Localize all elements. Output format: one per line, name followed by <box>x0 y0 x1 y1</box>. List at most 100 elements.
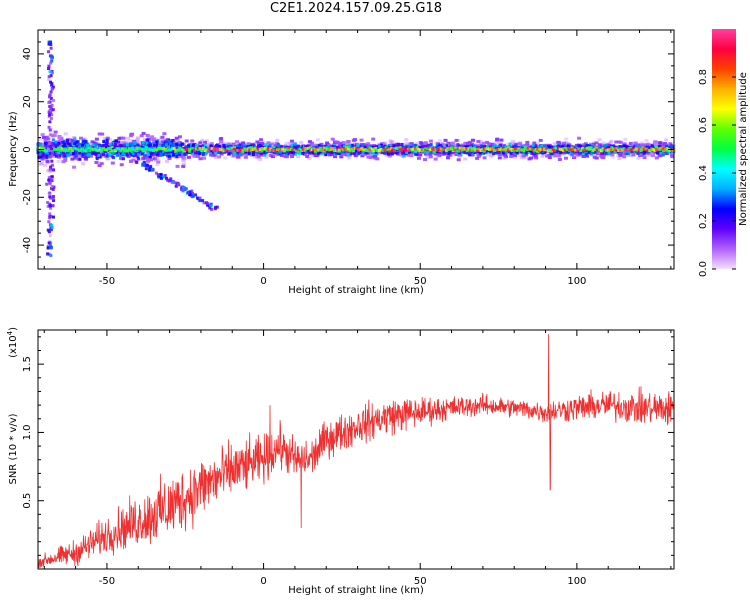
heatmap-cell <box>165 140 169 144</box>
heatmap-cell <box>416 143 421 147</box>
heatmap-cell <box>443 138 448 142</box>
heatmap-cell <box>137 157 141 161</box>
heatmap-cell <box>66 153 70 157</box>
heatmap-cell <box>273 142 278 146</box>
heatmap-cell <box>510 142 515 146</box>
heatmap-cell <box>175 142 179 146</box>
heatmap-cell <box>243 143 247 147</box>
heatmap-cell <box>251 143 255 147</box>
heatmap-cell <box>168 142 172 146</box>
heatmap-cell <box>438 143 442 147</box>
heatmap-cell <box>592 145 596 149</box>
heatmap-cell <box>333 155 338 159</box>
heatmap-cell <box>360 154 365 158</box>
heatmap-cell <box>534 144 538 148</box>
heatmap-cell <box>51 138 55 142</box>
heatmap-cell <box>435 155 440 159</box>
heatmap-cell <box>74 151 78 155</box>
heatmap-cell <box>454 138 459 142</box>
heatmap-cell <box>606 150 610 154</box>
heatmap-cell <box>81 154 85 158</box>
heatmap-cell <box>232 146 236 150</box>
heatmap-cell <box>264 155 269 159</box>
heatmap-cell <box>217 155 222 159</box>
heatmap-cell <box>227 148 231 152</box>
heatmap-cell <box>575 153 580 157</box>
heatmap-cell <box>564 137 569 141</box>
heatmap-cell <box>133 141 137 145</box>
heatmap-cell <box>618 140 623 144</box>
heatmap-cell <box>77 149 81 153</box>
heatmap-cell <box>172 142 176 146</box>
heatmap-cell <box>459 151 463 155</box>
heatmap-cell <box>145 146 149 149</box>
heatmap-cell <box>160 140 165 144</box>
heatmap-cell <box>108 147 112 151</box>
heatmap-cell <box>264 142 268 146</box>
heatmap-cell <box>644 139 649 143</box>
heatmap-cell <box>287 150 291 154</box>
heatmap-cell <box>78 151 82 155</box>
heatmap-cell <box>261 143 266 147</box>
heatmap-cell <box>160 147 164 151</box>
heatmap-cell <box>159 149 163 153</box>
heatmap-cell <box>400 143 404 147</box>
heatmap-cell <box>628 141 633 145</box>
heatmap-cell <box>618 153 623 157</box>
heatmap-cell <box>437 139 442 143</box>
heatmap-cell <box>63 132 68 136</box>
heatmap-cell <box>252 155 257 159</box>
heatmap-cell <box>163 150 167 154</box>
heatmap-cell <box>279 154 284 158</box>
heatmap-cell <box>167 145 171 149</box>
heatmap-cell <box>183 156 188 160</box>
heatmap-cell <box>339 155 344 159</box>
heatmap-cell <box>190 149 194 153</box>
heatmap-cell <box>661 153 665 157</box>
heatmap-cell <box>304 145 308 149</box>
heatmap-cell <box>222 148 226 151</box>
heatmap-cell <box>390 152 394 156</box>
heatmap-cell <box>238 149 242 153</box>
heatmap-cell <box>158 144 162 148</box>
heatmap-cell <box>307 156 312 160</box>
heatmap-cell <box>92 150 96 154</box>
heatmap-cell <box>77 153 82 157</box>
heatmap-cell <box>414 144 418 148</box>
heatmap-cell <box>241 149 245 152</box>
heatmap-cell <box>404 142 409 146</box>
heatmap-cell <box>347 151 351 155</box>
heatmap-cell <box>468 151 472 155</box>
heatmap-cell <box>107 138 112 142</box>
heatmap-cell <box>502 153 507 157</box>
heatmap-cell <box>153 150 157 154</box>
heatmap-cell <box>463 157 468 161</box>
heatmap-cell <box>356 143 360 147</box>
heatmap-cell <box>97 164 102 168</box>
heatmap-cell <box>396 143 400 147</box>
heatmap-cell <box>175 164 180 168</box>
heatmap-cell <box>158 142 163 146</box>
heatmap-cell <box>592 140 597 144</box>
heatmap-cell <box>341 144 345 148</box>
heatmap-cell <box>287 141 292 145</box>
heatmap-cell <box>367 153 372 157</box>
heatmap-cell <box>262 147 266 151</box>
heatmap-cell <box>88 154 93 158</box>
heatmap-cell <box>315 143 320 147</box>
heatmap-cell <box>124 147 128 151</box>
heatmap-cell <box>41 149 45 152</box>
heatmap-cell <box>241 141 246 145</box>
heatmap-cell <box>68 142 72 146</box>
heatmap-cell <box>223 141 228 145</box>
heatmap-cell <box>150 135 155 139</box>
heatmap-cell <box>211 151 215 155</box>
heatmap-cell <box>341 141 346 145</box>
heatmap-cell <box>518 140 523 144</box>
heatmap-cell <box>215 148 219 152</box>
heatmap-cell <box>81 142 85 146</box>
heatmap-cell <box>202 140 207 144</box>
heatmap-cell <box>475 156 480 160</box>
heatmap-cell <box>247 152 251 156</box>
heatmap-cell <box>337 146 341 150</box>
